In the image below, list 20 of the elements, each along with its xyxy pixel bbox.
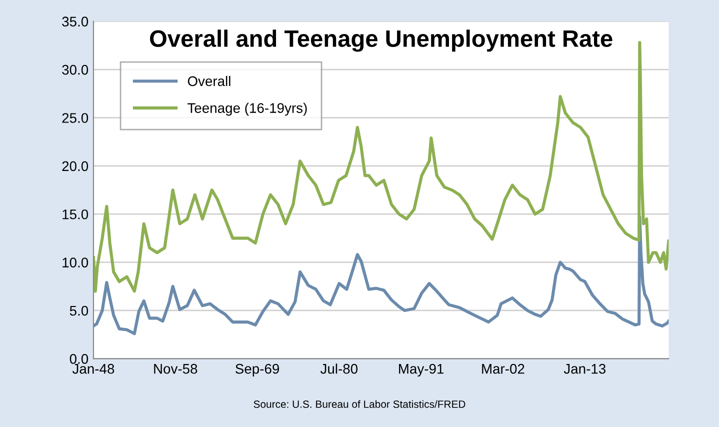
- x-tick-label: Mar-02: [482, 364, 524, 374]
- y-tick-label: 25.0: [62, 113, 88, 123]
- source-note: Source: U.S. Bureau of Labor Statistics/FRED: [254, 400, 466, 408]
- y-tick-label: 35.0: [62, 16, 88, 27]
- y-tick-label: 0.0: [70, 354, 88, 364]
- legend-label: Overall: [188, 76, 230, 86]
- x-tick-label: Jul-80: [320, 364, 358, 374]
- x-tick-label: Jan-13: [564, 364, 606, 374]
- chart-title: Overall and Teenage Unemployment Rate: [150, 30, 612, 52]
- y-tick-label: 20.0: [62, 161, 88, 172]
- y-tick-label: 15.0: [62, 209, 88, 220]
- y-tick-label: 5.0: [70, 306, 88, 316]
- line-series: [93, 215, 669, 336]
- legend-label: Teenage (16-19yrs): [188, 102, 307, 116]
- y-tick-label: 30.0: [62, 64, 88, 75]
- x-tick-label: Jan-48: [72, 364, 114, 374]
- x-tick-label: Nov-58: [154, 364, 198, 374]
- y-tick-label: 10.0: [62, 258, 88, 268]
- x-tick-label: May-91: [399, 364, 444, 376]
- x-tick-label: Sep-69: [236, 364, 280, 376]
